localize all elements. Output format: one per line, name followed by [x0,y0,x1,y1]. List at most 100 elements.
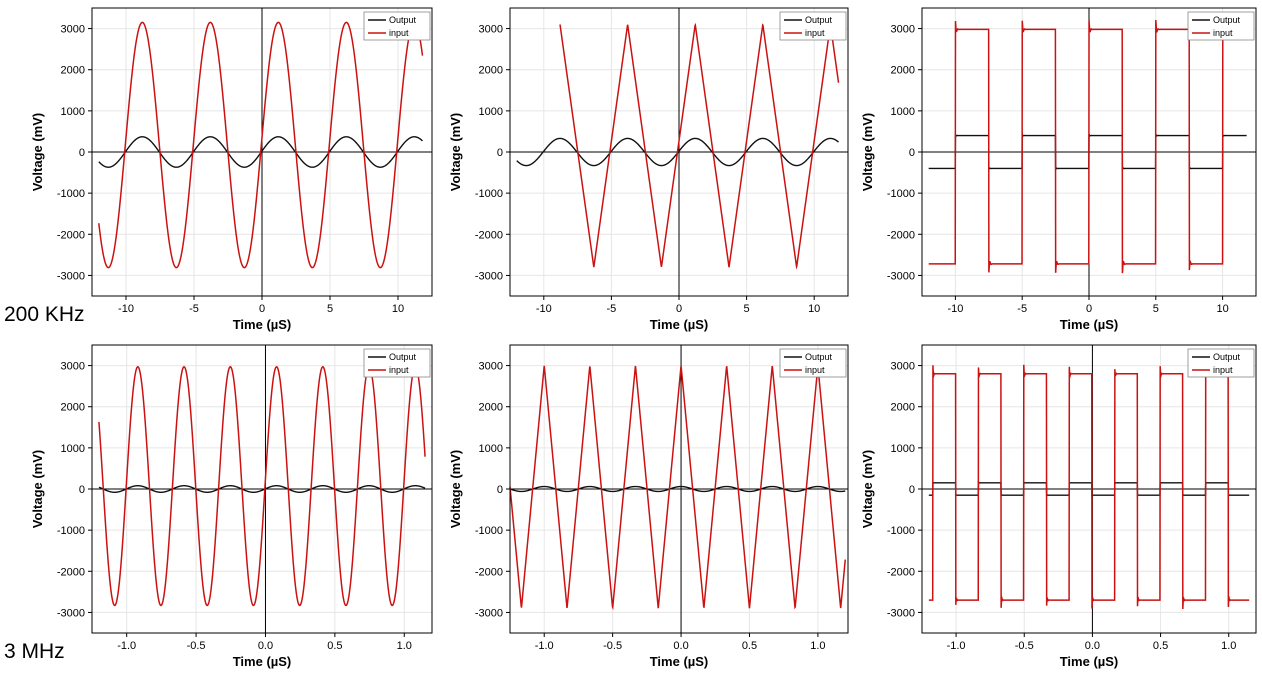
x-tick-label: -10 [536,303,552,315]
y-tick-label: -3000 [887,607,915,619]
row-label-200khz: 200 KHz [4,303,85,326]
x-tick-label: -1.0 [117,640,136,652]
legend-input-label: input [805,28,825,38]
legend-box [779,11,847,41]
y-tick-label: 0 [497,147,503,159]
y-tick-label: -1000 [887,188,915,200]
legend-box [363,348,431,378]
y-tick-label: -3000 [57,607,85,619]
y-tick-label: -2000 [475,566,503,578]
chart-3mhz-triangle: -1.0 -0.5 0.0 0.5 1.0 -3000 -2000 -1000 0 1000 200… [448,344,849,669]
y-tick-label: -2000 [57,229,85,241]
legend: Output input [363,348,431,378]
x-tick-label: 5 [327,303,333,315]
series-input-line [928,19,1247,274]
x-tick-label: 0.0 [258,640,273,652]
series-output-line [98,485,426,493]
y-tick-label: -1000 [57,525,85,537]
x-tick-label: 0.5 [327,640,342,652]
legend-input-label: input [389,365,409,375]
chart-3mhz-square: -1.0 -0.5 0.0 0.5 1.0 -3000 -2000 -1000 0 1000 200… [860,344,1257,669]
legend-output-label: Output [805,15,833,25]
x-tick-label: 0.0 [1085,640,1100,652]
x-tick-label: -1.0 [535,640,554,652]
legend-input-label: input [389,28,409,38]
x-tick-label: -1.0 [947,640,966,652]
y-tick-label: -3000 [475,270,503,282]
y-tick-label: 3000 [891,361,915,373]
legend: Output input [1187,11,1255,41]
legend-input-label: input [1213,28,1233,38]
legend-box [1187,11,1255,41]
series-input-line [559,22,840,270]
y-tick-label: -2000 [475,229,503,241]
y-tick-label: 2000 [891,65,915,77]
series-input-line [928,364,1250,610]
y-axis-label: Voltage (mV) [30,450,45,529]
legend-input-label: input [805,365,825,375]
y-tick-label: -2000 [57,566,85,578]
y-tick-label: -1000 [475,188,503,200]
y-tick-label: -3000 [887,270,915,282]
x-tick-label: -0.5 [1015,640,1034,652]
x-tick-label: -5 [607,303,617,315]
x-tick-label: 0 [1086,303,1092,315]
x-axis-label: Time (µS) [650,654,709,669]
x-tick-label: 0.0 [673,640,688,652]
legend: Output input [1187,348,1255,378]
legend: Output input [779,11,847,41]
y-tick-label: 2000 [891,402,915,414]
y-axis-label: Voltage (mV) [448,113,463,192]
x-tick-label: 10 [1216,303,1228,315]
y-tick-label: 3000 [479,24,503,36]
y-tick-label: 2000 [61,65,85,77]
y-axis-label: Voltage (mV) [448,450,463,529]
y-tick-label: 3000 [891,24,915,36]
legend: Output input [363,11,431,41]
legend-output-label: Output [389,352,417,362]
x-tick-label: -0.5 [187,640,206,652]
y-tick-label: 1000 [479,106,503,118]
x-axis-label: Time (µS) [1060,654,1119,669]
y-tick-label: 1000 [891,106,915,118]
x-tick-label: -5 [189,303,199,315]
legend-box [779,348,847,378]
y-tick-label: -2000 [887,566,915,578]
chart-200khz-square: -10 -5 0 5 10 -3000 -2000 -1000 0 1000 2000 3000 Tim… [860,7,1257,332]
x-tick-label: 0.5 [1153,640,1168,652]
x-tick-label: 1.0 [397,640,412,652]
chart-200khz-sine: -10 -5 0 5 10 -3000 -2000 -1000 0 1000 2000 3000 Tim… [30,7,433,332]
x-tick-label: 1.0 [1221,640,1236,652]
x-tick-label: 0.5 [742,640,757,652]
x-tick-label: -10 [118,303,134,315]
x-tick-label: 10 [808,303,820,315]
x-tick-label: 10 [392,303,404,315]
x-tick-label: -5 [1017,303,1027,315]
y-tick-label: 3000 [479,361,503,373]
y-tick-label: -2000 [887,229,915,241]
legend-output-label: Output [1213,15,1241,25]
series-input-line [98,366,426,607]
x-axis-label: Time (µS) [233,317,292,332]
legend: Output input [779,348,847,378]
y-axis-label: Voltage (mV) [30,113,45,192]
legend-output-label: Output [389,15,417,25]
x-tick-label: -0.5 [603,640,622,652]
series-output-line [928,480,1250,498]
legend-output-label: Output [1213,352,1241,362]
y-tick-label: 2000 [479,402,503,414]
legend-input-label: input [1213,365,1233,375]
series-input-line [509,365,847,611]
x-tick-label: 5 [744,303,750,315]
y-tick-label: -1000 [475,525,503,537]
legend-output-label: Output [805,352,833,362]
y-tick-label: -3000 [475,607,503,619]
y-tick-label: 2000 [479,65,503,77]
x-tick-label: 0 [676,303,682,315]
row-label-3mhz: 3 MHz [4,640,65,663]
x-tick-label: 0 [259,303,265,315]
y-tick-label: 3000 [61,24,85,36]
y-tick-label: -3000 [57,270,85,282]
y-tick-label: 1000 [479,443,503,455]
chart-3mhz-sine: -1.0 -0.5 0.0 0.5 1.0 -3000 -2000 -1000 0 1000 200… [30,344,433,669]
